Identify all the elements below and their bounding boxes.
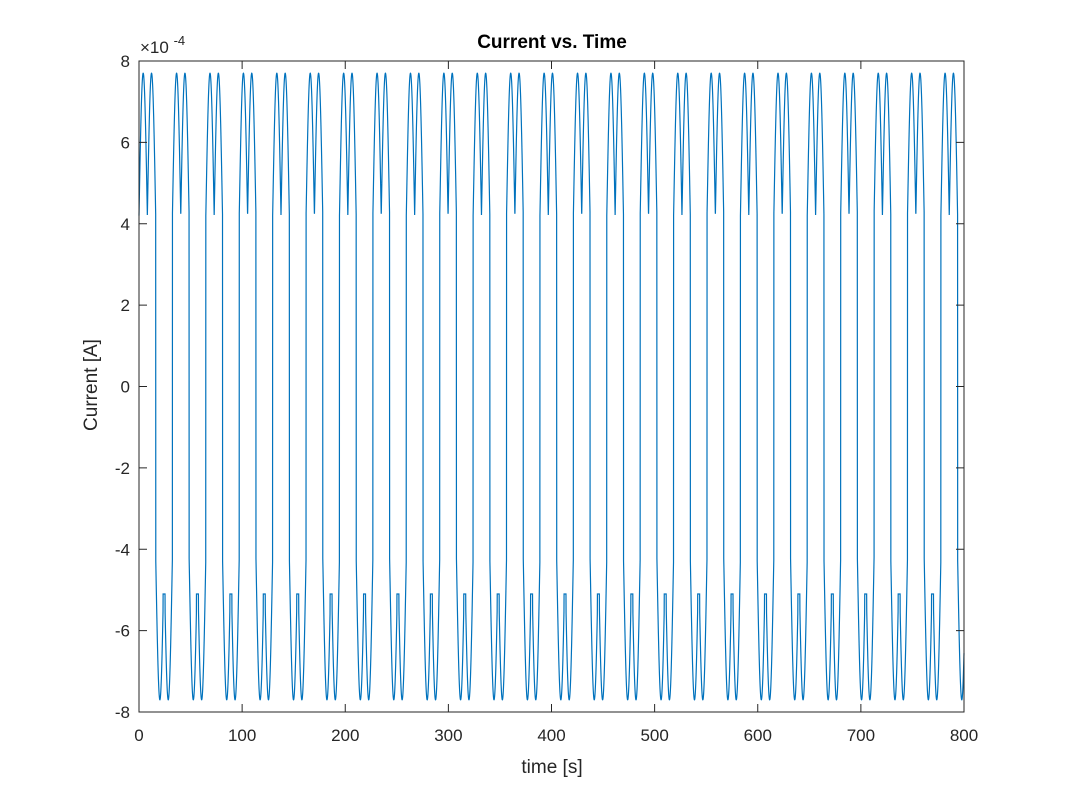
x-tick-label: 200 — [331, 726, 359, 745]
x-tick-label: 0 — [134, 726, 143, 745]
x-tick-label: 300 — [434, 726, 462, 745]
y-tick-label: 4 — [121, 215, 130, 234]
y-tick-label: 8 — [121, 52, 130, 71]
y-tick-label: -4 — [115, 540, 130, 559]
x-tick-label: 100 — [228, 726, 256, 745]
y-tick-label: 0 — [121, 378, 130, 397]
current-series-line — [138, 72, 965, 701]
data-series — [138, 72, 965, 701]
y-axis: -8 -6 -4 -2 0 2 4 6 8 — [115, 52, 964, 722]
y-tick-label: 6 — [121, 133, 130, 152]
x-tick-label: 800 — [950, 726, 978, 745]
chart-title: Current vs. Time — [477, 32, 627, 53]
x-tick-label: 700 — [847, 726, 875, 745]
x-tick-label: 400 — [537, 726, 565, 745]
y-tick-label: -2 — [115, 459, 130, 478]
y-tick-label: 2 — [121, 296, 130, 315]
x-axis: 0 100 200 300 400 500 600 700 800 — [134, 61, 978, 745]
y-multiplier-exponent: -4 — [174, 33, 186, 48]
y-tick-label: -6 — [115, 622, 130, 641]
y-multiplier-label: ×10 -4 — [140, 33, 185, 57]
x-tick-label: 500 — [640, 726, 668, 745]
y-tick-label: -8 — [115, 703, 130, 722]
x-tick-label: 600 — [744, 726, 772, 745]
x-axis-label: time [s] — [521, 757, 582, 778]
y-axis-label: Current [A] — [81, 339, 102, 431]
